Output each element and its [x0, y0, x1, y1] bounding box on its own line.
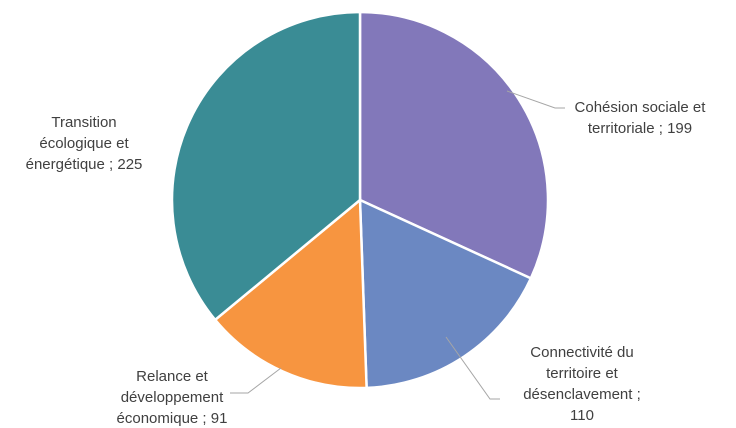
leader-line-connectivite-du-territoire-et-desenclavement — [445, 336, 500, 400]
pie-slice-connectivite-du-territoire-et-desenclavement — [358, 198, 533, 390]
pie-slice-transition-ecologique-et-energetique — [170, 10, 362, 322]
data-label-line: désenclavement ; — [523, 386, 641, 403]
data-labels: Cohésion sociale et territoriale ; 199 Con… — [26, 99, 707, 427]
data-label-line: économique ; 91 — [117, 410, 228, 427]
data-label-connectivite-du-territoire-et-desenclavement: Connectivité du territoire et désenclaveme… — [523, 344, 641, 424]
leader-lines — [230, 90, 565, 400]
data-label-line: énergétique ; 225 — [26, 156, 143, 173]
data-label-line: territoire et — [546, 365, 619, 382]
data-label-line: 110 — [570, 407, 594, 424]
data-label-transition-ecologique-et-energetique: Transition écologique et énergétique ; 225 — [26, 114, 143, 173]
data-label-line: écologique et — [39, 135, 129, 152]
data-label-line: territoriale ; 199 — [588, 120, 692, 137]
data-label-relance-et-developpement-economique: Relance et développement économique ; 91 — [117, 368, 228, 427]
pie-slices — [170, 10, 550, 390]
data-label-line: Cohésion sociale et — [575, 99, 707, 116]
data-label-line: Connectivité du — [530, 344, 633, 361]
leader-line-cohesion-sociale-et-territoriale — [506, 90, 565, 109]
data-label-cohesion-sociale-et-territoriale: Cohésion sociale et territoriale ; 199 — [575, 99, 707, 137]
data-label-line: Relance et — [136, 368, 209, 385]
pie-slice-cohesion-sociale-et-territoriale — [358, 10, 550, 280]
leader-line-relance-et-developpement-economique — [230, 367, 282, 394]
pie-slice-relance-et-developpement-economique — [213, 197, 368, 390]
data-label-line: Transition — [51, 114, 116, 131]
data-label-line: développement — [121, 389, 224, 406]
